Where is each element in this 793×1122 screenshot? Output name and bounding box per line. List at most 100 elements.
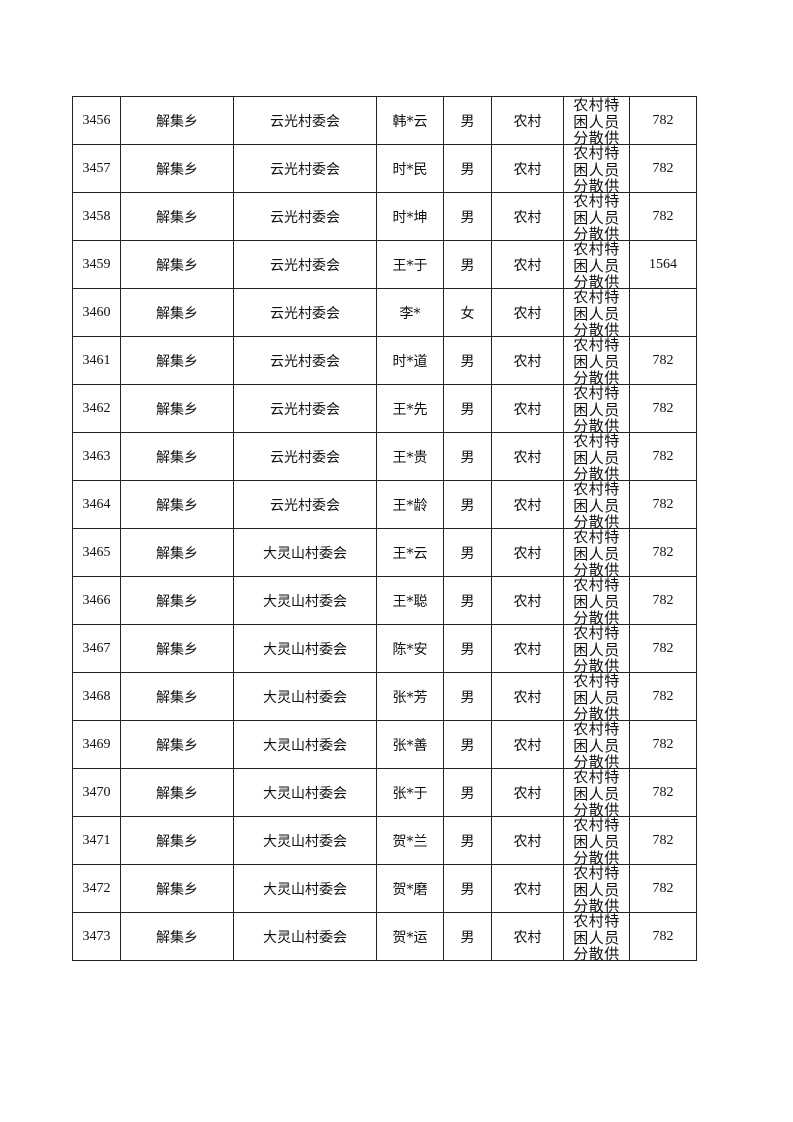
amount-cell: 782 [629,672,697,721]
town-cell: 解集乡 [120,144,234,193]
record-id-cell: 3459 [72,240,121,289]
amount-cell: 782 [629,720,697,769]
person-name-cell: 王*先 [376,384,444,433]
gender-cell: 男 [443,96,492,145]
record-id-cell: 3469 [72,720,121,769]
assistance-category-cell: 农村特困人员分散供养 [563,528,630,577]
area-type-cell: 农村 [491,912,564,961]
town-cell: 解集乡 [120,96,234,145]
records-table: 3456解集乡云光村委会韩*云男农村农村特困人员分散供养7823457解集乡云光… [72,96,697,961]
gender-cell: 女 [443,288,492,337]
amount-cell: 782 [629,144,697,193]
assistance-category-cell: 农村特困人员分散供养 [563,240,630,289]
record-id-cell: 3456 [72,96,121,145]
record-id-cell: 3471 [72,816,121,865]
assistance-category-cell: 农村特困人员分散供养 [563,384,630,433]
area-type-cell: 农村 [491,96,564,145]
gender-cell: 男 [443,240,492,289]
area-type-cell: 农村 [491,624,564,673]
category-text: 农村特困人员分散供养 [573,913,620,960]
area-type-cell: 农村 [491,144,564,193]
person-name-cell: 王*于 [376,240,444,289]
town-cell: 解集乡 [120,528,234,577]
assistance-category-cell: 农村特困人员分散供养 [563,288,630,337]
category-text: 农村特困人员分散供养 [573,385,620,432]
category-text: 农村特困人员分散供养 [573,769,620,816]
village-committee-cell: 大灵山村委会 [233,768,377,817]
record-id-cell: 3457 [72,144,121,193]
gender-cell: 男 [443,816,492,865]
person-name-cell: 王*云 [376,528,444,577]
village-committee-cell: 云光村委会 [233,240,377,289]
record-id-cell: 3462 [72,384,121,433]
gender-cell: 男 [443,672,492,721]
record-id-cell: 3466 [72,576,121,625]
assistance-category-cell: 农村特困人员分散供养 [563,768,630,817]
village-committee-cell: 大灵山村委会 [233,576,377,625]
area-type-cell: 农村 [491,720,564,769]
record-id-cell: 3458 [72,192,121,241]
category-text: 农村特困人员分散供养 [573,433,620,480]
area-type-cell: 农村 [491,240,564,289]
gender-cell: 男 [443,720,492,769]
town-cell: 解集乡 [120,384,234,433]
category-text: 农村特困人员分散供养 [573,577,620,624]
town-cell: 解集乡 [120,192,234,241]
area-type-cell: 农村 [491,336,564,385]
category-text: 农村特困人员分散供养 [573,289,620,336]
town-cell: 解集乡 [120,864,234,913]
gender-cell: 男 [443,336,492,385]
amount-cell: 782 [629,96,697,145]
assistance-category-cell: 农村特困人员分散供养 [563,480,630,529]
person-name-cell: 张*善 [376,720,444,769]
town-cell: 解集乡 [120,912,234,961]
category-text: 农村特困人员分散供养 [573,97,620,144]
gender-cell: 男 [443,384,492,433]
assistance-category-cell: 农村特困人员分散供养 [563,192,630,241]
category-text: 农村特困人员分散供养 [573,145,620,192]
amount-cell [629,288,697,337]
area-type-cell: 农村 [491,768,564,817]
record-id-cell: 3468 [72,672,121,721]
record-id-cell: 3473 [72,912,121,961]
category-text: 农村特困人员分散供养 [573,673,620,720]
assistance-category-cell: 农村特困人员分散供养 [563,624,630,673]
person-name-cell: 时*道 [376,336,444,385]
assistance-category-cell: 农村特困人员分散供养 [563,96,630,145]
town-cell: 解集乡 [120,432,234,481]
gender-cell: 男 [443,480,492,529]
gender-cell: 男 [443,432,492,481]
area-type-cell: 农村 [491,672,564,721]
person-name-cell: 王*龄 [376,480,444,529]
assistance-category-cell: 农村特困人员分散供养 [563,672,630,721]
amount-cell: 782 [629,384,697,433]
village-committee-cell: 大灵山村委会 [233,672,377,721]
record-id-cell: 3464 [72,480,121,529]
assistance-category-cell: 农村特困人员分散供养 [563,336,630,385]
village-committee-cell: 大灵山村委会 [233,912,377,961]
village-committee-cell: 大灵山村委会 [233,816,377,865]
town-cell: 解集乡 [120,816,234,865]
amount-cell: 782 [629,480,697,529]
person-name-cell: 贺*磨 [376,864,444,913]
assistance-category-cell: 农村特困人员分散供养 [563,432,630,481]
area-type-cell: 农村 [491,576,564,625]
assistance-category-cell: 农村特困人员分散供养 [563,912,630,961]
person-name-cell: 王*贵 [376,432,444,481]
category-text: 农村特困人员分散供养 [573,481,620,528]
amount-cell: 782 [629,816,697,865]
gender-cell: 男 [443,624,492,673]
area-type-cell: 农村 [491,816,564,865]
gender-cell: 男 [443,576,492,625]
person-name-cell: 王*聪 [376,576,444,625]
village-committee-cell: 大灵山村委会 [233,528,377,577]
village-committee-cell: 云光村委会 [233,432,377,481]
village-committee-cell: 云光村委会 [233,336,377,385]
amount-cell: 782 [629,864,697,913]
assistance-category-cell: 农村特困人员分散供养 [563,720,630,769]
